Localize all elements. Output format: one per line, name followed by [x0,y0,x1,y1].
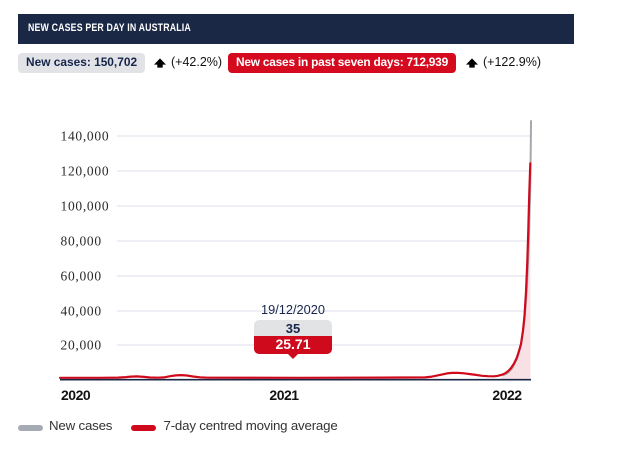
svg-text:2020: 2020 [61,387,91,403]
svg-text:120,000: 120,000 [61,164,110,179]
svg-text:2022: 2022 [492,387,522,403]
svg-text:40,000: 40,000 [61,304,102,319]
svg-text:140,000: 140,000 [61,129,110,144]
svg-text:80,000: 80,000 [61,234,102,249]
svg-text:100,000: 100,000 [61,199,110,214]
svg-text:20,000: 20,000 [61,338,102,353]
svg-text:60,000: 60,000 [61,269,102,284]
svg-text:2021: 2021 [269,387,299,403]
